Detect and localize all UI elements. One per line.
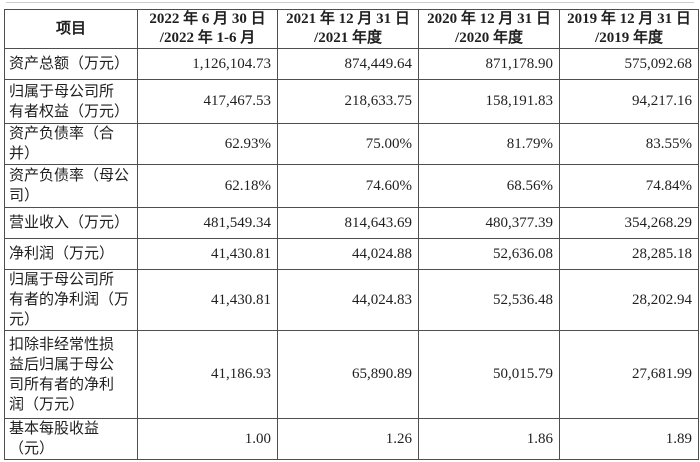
table-row: 营业收入（万元） 481,549.34 814,643.69 480,377.3… (4, 207, 699, 239)
value-cell: 52,636.08 (418, 238, 560, 270)
row-label: 归属于母公司所 有者权益（万元） (4, 79, 138, 124)
row-label: 资产负债率（合 并） (4, 123, 138, 165)
value-cell: 41,430.81 (137, 269, 278, 331)
value-cell: 62.18% (137, 164, 278, 208)
header-line2: /2021 年度 (314, 30, 382, 46)
value-cell: 50,015.79 (418, 330, 560, 419)
value-cell: 44,024.83 (277, 269, 419, 331)
header-line1: 2021 年 12 月 31 日 (286, 11, 410, 27)
value-cell: 94,217.16 (559, 79, 699, 124)
value-cell: 81.79% (418, 123, 560, 165)
table-row: 归属于母公司所 有者的净利润（万 元） 41,430.81 44,024.83 … (4, 269, 699, 331)
value-cell: 68.56% (418, 164, 560, 208)
value-cell: 28,202.94 (559, 269, 699, 331)
column-header-2022: 2022 年 6 月 30 日 /2022 年 1-6 月 (137, 9, 278, 49)
value-cell: 1.86 (418, 418, 560, 460)
table-row: 归属于母公司所 有者权益（万元） 417,467.53 218,633.75 1… (4, 79, 699, 124)
column-header-item: 项目 (4, 9, 138, 49)
value-cell: 27,681.99 (559, 330, 699, 419)
value-cell: 417,467.53 (137, 79, 278, 124)
value-cell: 480,377.39 (418, 207, 560, 239)
value-cell: 65,890.89 (277, 330, 419, 419)
value-cell: 28,285.18 (559, 238, 699, 270)
row-label: 基本每股收益 （元） (4, 418, 138, 460)
header-line1: 2020 年 12 月 31 日 (427, 11, 551, 27)
financial-summary-table: 项目 2022 年 6 月 30 日 /2022 年 1-6 月 2021 年 … (4, 9, 699, 460)
row-label: 营业收入（万元） (4, 207, 138, 239)
column-header-2021: 2021 年 12 月 31 日 /2021 年度 (277, 9, 419, 49)
value-cell: 62.93% (137, 123, 278, 165)
value-cell: 575,092.68 (559, 48, 699, 80)
table-row: 资产负债率（合 并） 62.93% 75.00% 81.79% 83.55% (4, 123, 699, 165)
top-divider-line (6, 2, 694, 3)
row-label: 扣除非经常性损 益后归属于母公 司所有者的净利 润（万元） (4, 330, 138, 419)
value-cell: 218,633.75 (277, 79, 419, 124)
value-cell: 74.84% (559, 164, 699, 208)
table-row: 基本每股收益 （元） 1.00 1.26 1.86 1.89 (4, 418, 699, 460)
value-cell: 41,430.81 (137, 238, 278, 270)
value-cell: 871,178.90 (418, 48, 560, 80)
value-cell: 41,186.93 (137, 330, 278, 419)
header-line2: /2020 年度 (455, 30, 523, 46)
value-cell: 354,268.29 (559, 207, 699, 239)
header-line2: /2022 年 1-6 月 (159, 30, 256, 46)
value-cell: 83.55% (559, 123, 699, 165)
header-row: 项目 2022 年 6 月 30 日 /2022 年 1-6 月 2021 年 … (4, 9, 699, 49)
value-cell: 74.60% (277, 164, 419, 208)
value-cell: 52,536.48 (418, 269, 560, 331)
value-cell: 75.00% (277, 123, 419, 165)
value-cell: 44,024.88 (277, 238, 419, 270)
column-header-2020: 2020 年 12 月 31 日 /2020 年度 (418, 9, 560, 49)
header-line1: 2019 年 12 月 31 日 (567, 11, 691, 27)
row-label: 资产负债率（母公 司） (4, 164, 138, 208)
column-header-2019: 2019 年 12 月 31 日 /2019 年度 (559, 9, 699, 49)
value-cell: 814,643.69 (277, 207, 419, 239)
header-line1: 项目 (55, 20, 86, 37)
table-row: 资产总额（万元） 1,126,104.73 874,449.64 871,178… (4, 48, 699, 80)
value-cell: 1,126,104.73 (137, 48, 278, 80)
value-cell: 874,449.64 (277, 48, 419, 80)
value-cell: 1.00 (137, 418, 278, 460)
table-row: 扣除非经常性损 益后归属于母公 司所有者的净利 润（万元） 41,186.93 … (4, 330, 699, 419)
row-label: 净利润（万元） (4, 238, 138, 270)
header-line1: 2022 年 6 月 30 日 (149, 11, 266, 27)
value-cell: 158,191.83 (418, 79, 560, 124)
row-label: 归属于母公司所 有者的净利润（万 元） (4, 269, 138, 331)
table-row: 净利润（万元） 41,430.81 44,024.88 52,636.08 28… (4, 238, 699, 270)
value-cell: 1.26 (277, 418, 419, 460)
value-cell: 481,549.34 (137, 207, 278, 239)
value-cell: 1.89 (559, 418, 699, 460)
header-line2: /2019 年度 (595, 30, 663, 46)
row-label: 资产总额（万元） (4, 48, 138, 80)
table-row: 资产负债率（母公 司） 62.18% 74.60% 68.56% 74.84% (4, 164, 699, 208)
